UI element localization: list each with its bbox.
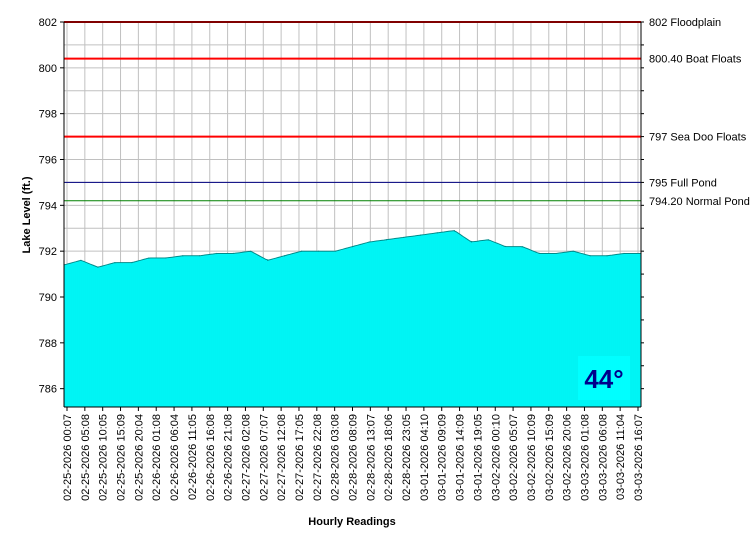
level-point — [199, 255, 201, 257]
axes: 786 788 790 792 794 796 798 800 802 02-25-2026 00… — [39, 17, 645, 501]
level-point — [165, 257, 167, 259]
level-point — [216, 252, 218, 255]
x-tick-label: 02-25-2026 10:05 — [98, 414, 110, 501]
level-point — [504, 245, 506, 248]
y-tick-label: 794 — [39, 200, 57, 212]
level-point — [572, 250, 574, 252]
x-tick-label: 03-01-2026 14:09 — [455, 414, 467, 501]
y-tick-label: 802 — [39, 17, 57, 29]
reference-line-label: 795 Full Pond — [649, 177, 717, 189]
reference-line-label: 797 Sea Doo Floats — [649, 132, 747, 144]
x-tick-label: 02-27-2026 02:08 — [240, 414, 252, 501]
x-tick-label: 02-27-2026 07:07 — [258, 414, 270, 501]
level-point — [182, 255, 184, 257]
y-tick-label: 798 — [39, 109, 57, 121]
y-tick-label: 796 — [39, 155, 57, 167]
level-point — [487, 239, 489, 241]
x-tick-label: 02-28-2026 08:09 — [348, 414, 360, 501]
x-tick-label: 02-27-2026 12:08 — [276, 414, 288, 501]
level-point — [538, 252, 540, 255]
x-tick-label: 02-27-2026 22:08 — [312, 414, 324, 501]
x-tick-label: 03-01-2026 04:10 — [419, 414, 431, 501]
level-point — [148, 257, 150, 259]
temperature-readout: 44° — [584, 364, 623, 394]
x-tick-label: 03-03-2026 06:08 — [597, 414, 609, 501]
reference-line-label: 802 Floodplain — [649, 17, 721, 29]
level-point — [300, 250, 303, 252]
reference-line-label: 800.40 Boat Floats — [649, 54, 742, 66]
x-tick-label: 03-02-2026 05:07 — [508, 414, 520, 501]
level-point — [436, 232, 438, 234]
level-point — [284, 255, 286, 257]
level-point — [368, 241, 371, 243]
level-point — [334, 250, 337, 252]
x-tick-label: 02-25-2026 05:08 — [80, 414, 92, 501]
y-tick-label: 788 — [39, 338, 57, 350]
x-tick-label: 03-02-2026 00:10 — [490, 414, 502, 501]
level-point — [606, 255, 608, 257]
x-tick-label: 03-01-2026 19:05 — [472, 414, 484, 501]
y-tick-label: 792 — [39, 246, 57, 258]
level-point — [267, 259, 269, 261]
area-layer — [63, 229, 642, 407]
level-point — [233, 252, 235, 255]
x-tick-label: 03-02-2026 15:09 — [544, 414, 556, 501]
level-point — [80, 259, 82, 261]
x-tick-label: 02-28-2026 03:08 — [330, 414, 342, 501]
level-point — [623, 252, 625, 255]
level-point — [114, 262, 116, 264]
x-tick-label: 03-03-2026 16:07 — [633, 414, 645, 501]
x-tick-label: 02-28-2026 13:07 — [365, 414, 377, 501]
x-tick-label: 02-28-2026 18:06 — [383, 414, 395, 501]
x-tick-label: 02-26-2026 16:08 — [205, 414, 217, 501]
y-axis-title: Lake Level (ft.) — [21, 176, 33, 253]
temperature-badge — [578, 356, 630, 400]
x-axis-title: Hourly Readings — [308, 516, 395, 528]
x-tick-label: 02-26-2026 11:05 — [187, 414, 199, 500]
y-tick-label: 790 — [39, 292, 57, 304]
level-point — [589, 255, 591, 257]
x-tick-label: 02-25-2026 20:04 — [133, 414, 145, 501]
x-tick-label: 02-26-2026 06:04 — [169, 414, 181, 501]
level-point — [317, 250, 320, 252]
level-point — [351, 245, 354, 248]
x-tick-label: 03-03-2026 11:04 — [615, 414, 627, 500]
level-point — [97, 266, 99, 268]
level-point — [470, 241, 472, 243]
level-point — [453, 229, 455, 232]
x-tick-label: 02-25-2026 00:07 — [62, 414, 74, 501]
level-point — [131, 262, 133, 264]
x-tick-label: 02-26-2026 21:08 — [223, 414, 235, 501]
x-tick-label: 02-26-2026 01:08 — [151, 414, 163, 501]
level-area-series — [64, 230, 641, 407]
x-tick-label: 02-27-2026 17:05 — [294, 414, 306, 501]
y-tick-label: 786 — [39, 384, 57, 396]
x-tick-label: 02-28-2026 23:05 — [401, 414, 413, 501]
x-tick-label: 03-03-2026 01:08 — [579, 414, 591, 501]
level-point — [385, 239, 388, 241]
reference-line-label: 794.20 Normal Pond — [649, 196, 750, 208]
y-tick-label: 800 — [39, 63, 57, 75]
level-point — [402, 236, 405, 239]
x-tick-label: 02-25-2026 15:09 — [116, 414, 128, 501]
level-point — [250, 250, 252, 252]
level-point — [419, 234, 421, 236]
level-point — [521, 245, 523, 248]
level-point — [555, 252, 557, 255]
x-tick-label: 03-02-2026 20:06 — [562, 414, 574, 501]
x-tick-label: 03-02-2026 10:09 — [526, 414, 538, 501]
x-tick-label: 03-01-2026 09:09 — [437, 414, 449, 501]
